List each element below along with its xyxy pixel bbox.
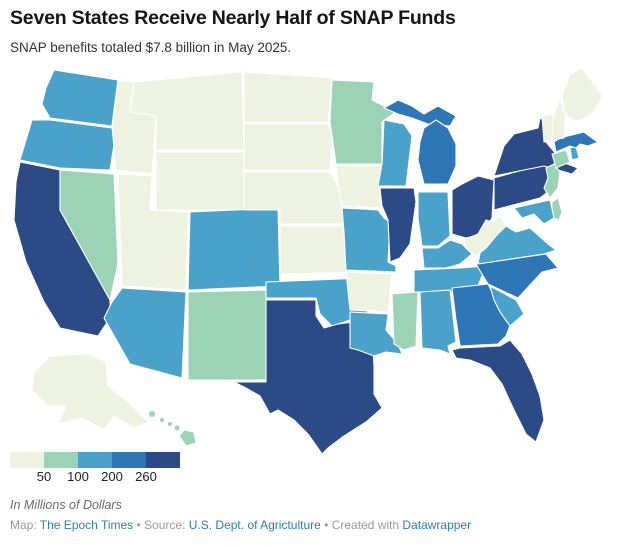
state-ut[interactable]	[117, 173, 189, 291]
state-mt[interactable]	[129, 71, 245, 151]
state-tx[interactable]	[233, 299, 383, 455]
state-wi[interactable]	[377, 119, 413, 187]
state-co[interactable]	[187, 207, 281, 291]
state-oh[interactable]	[451, 175, 495, 239]
legend-swatch-2	[44, 452, 78, 468]
state-or[interactable]	[19, 119, 117, 171]
legend-swatch-5	[146, 452, 180, 468]
separator-dot: •	[133, 518, 145, 532]
state-me[interactable]	[561, 67, 603, 121]
unit-note: In Millions of Dollars	[10, 498, 122, 512]
legend-swatch-3	[78, 452, 112, 468]
legend-tick-200: 200	[101, 469, 123, 484]
state-az[interactable]	[103, 287, 187, 379]
state-nh[interactable]	[551, 97, 567, 141]
legend-tick-260: 260	[135, 469, 157, 484]
state-nj[interactable]	[543, 163, 561, 199]
legend-swatches	[10, 452, 180, 468]
us-choropleth-map	[13, 67, 603, 455]
state-nc[interactable]	[475, 253, 559, 299]
state-wy[interactable]	[155, 151, 245, 211]
state-ak[interactable]	[31, 353, 149, 431]
map-credit-label: Map:	[10, 518, 40, 532]
created-with-label: Created with	[331, 518, 403, 532]
source-link[interactable]: U.S. Dept. of Agrictulture	[188, 518, 321, 532]
state-ky[interactable]	[421, 239, 473, 269]
state-in[interactable]	[417, 191, 451, 247]
state-nd[interactable]	[243, 71, 333, 123]
legend-tick-50: 50	[36, 469, 52, 484]
separator-dot: •	[320, 518, 332, 532]
state-sc[interactable]	[489, 285, 525, 327]
legend-swatch-1	[10, 452, 44, 468]
state-mi[interactable]	[383, 99, 457, 185]
state-nv[interactable]	[59, 169, 119, 301]
datawrapper-link[interactable]: Datawrapper	[402, 518, 472, 532]
state-al[interactable]	[419, 289, 457, 355]
page-subtitle: SNAP benefits totaled $7.8 billion in Ma…	[10, 40, 292, 55]
state-sd[interactable]	[243, 123, 333, 171]
state-mn[interactable]	[329, 79, 397, 165]
state-il[interactable]	[379, 187, 417, 263]
map-credit-link[interactable]: The Epoch Times	[39, 518, 134, 532]
state-ma[interactable]	[553, 131, 599, 153]
state-mo[interactable]	[341, 207, 397, 273]
state-md[interactable]	[513, 199, 555, 225]
state-nm[interactable]	[187, 289, 267, 381]
state-wv[interactable]	[463, 215, 507, 257]
state-ms[interactable]	[391, 291, 419, 351]
state-la[interactable]	[349, 311, 403, 357]
state-hi[interactable]	[149, 411, 197, 447]
attribution: Map: The Epoch Times • Source: U.S. Dept…	[10, 518, 471, 532]
legend: 50 100 200 260	[10, 452, 180, 484]
page-title: Seven States Receive Nearly Half of SNAP…	[10, 7, 456, 29]
state-fl[interactable]	[451, 339, 545, 443]
state-ri[interactable]	[569, 145, 580, 161]
state-ct[interactable]	[551, 149, 571, 169]
legend-tick-100: 100	[67, 469, 89, 484]
source-label: Source:	[144, 518, 189, 532]
state-wa[interactable]	[41, 69, 119, 127]
legend-swatch-4	[112, 452, 146, 468]
state-ar[interactable]	[345, 271, 393, 313]
legend-labels: 50 100 200 260	[27, 469, 180, 484]
